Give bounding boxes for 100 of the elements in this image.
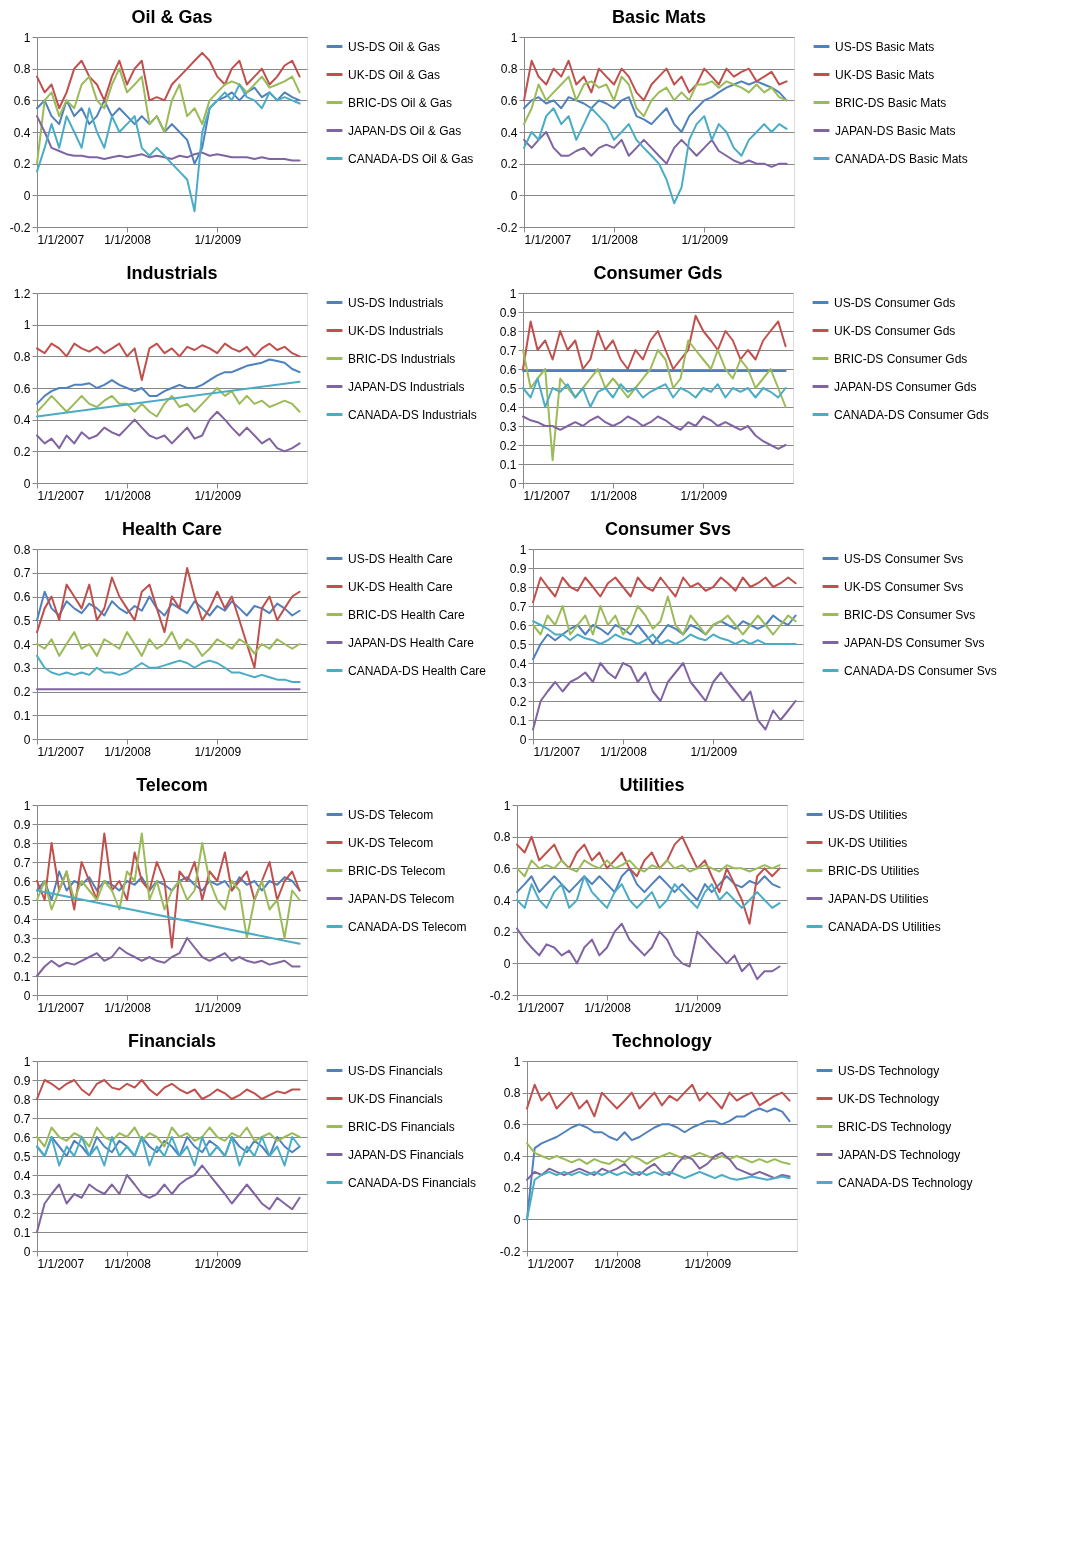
y-tick-label: 0.3 — [13, 1187, 31, 1202]
line-series — [36, 1079, 301, 1100]
y-tick-label: 0.9 — [499, 305, 517, 320]
line-series — [526, 1142, 791, 1165]
legend-label: CANADA-DS Oil & Gas — [348, 151, 474, 166]
chart-title: Technology — [612, 1031, 712, 1051]
chart-title: Telecom — [136, 775, 208, 795]
y-tick-label: 1 — [503, 798, 511, 813]
y-tick-label: 0.7 — [499, 343, 517, 358]
y-tick-label: 0.1 — [13, 708, 31, 723]
chart-title: Oil & Gas — [131, 7, 213, 27]
x-tick-label: 1/1/2008 — [584, 1000, 632, 1015]
y-tick-label: 0 — [23, 988, 31, 1003]
y-tick-label: 0.1 — [13, 1225, 31, 1240]
line-series — [36, 86, 301, 165]
legend-label: BRIC-DS Consumer Gds — [834, 351, 968, 366]
y-tick-label: 0.1 — [509, 713, 527, 728]
x-tick-label: 1/1/2009 — [684, 1256, 732, 1271]
x-tick-label: 1/1/2009 — [680, 488, 728, 503]
legend-label: CANADA-DS Industrials — [348, 407, 477, 422]
y-tick-label: 0.2 — [13, 950, 31, 965]
y-tick-label: 0.9 — [13, 817, 31, 832]
y-tick-label: 0.2 — [13, 444, 31, 459]
legend-label: JAPAN-DS Financials — [348, 1147, 464, 1162]
y-tick-label: 0.4 — [509, 656, 527, 671]
line-series — [36, 387, 301, 418]
y-tick-label: -0.2 — [9, 220, 31, 235]
legend-label: US-DS Oil & Gas — [348, 39, 441, 54]
chart-title: Consumer Gds — [593, 263, 723, 283]
y-tick-label: 1 — [509, 286, 517, 301]
line-series — [36, 1126, 301, 1148]
legend-label: US-DS Industrials — [348, 295, 444, 310]
y-tick-label: 0.2 — [13, 157, 31, 172]
chart-title: Industrials — [126, 263, 218, 283]
legend-label: BRIC-DS Utilities — [828, 863, 920, 878]
legend-label: US-DS Telecom — [348, 807, 434, 822]
y-tick-label: 1.2 — [13, 286, 31, 301]
x-tick-label: 1/1/2009 — [674, 1000, 722, 1015]
y-tick-label: 0.2 — [13, 685, 31, 699]
y-tick-label: 0 — [23, 476, 31, 491]
x-tick-label: 1/1/2008 — [104, 488, 152, 503]
legend-label: UK-DS Basic Mats — [835, 67, 935, 82]
legend-label: UK-DS Telecom — [348, 835, 434, 850]
y-tick-label: 0.6 — [503, 1117, 521, 1132]
legend-label: JAPAN-DS Telecom — [348, 891, 455, 906]
y-tick-label: 1 — [23, 798, 31, 813]
legend-label: UK-DS Utilities — [828, 835, 908, 850]
y-tick-label: 1 — [23, 30, 31, 45]
y-tick-label: 1 — [510, 30, 518, 45]
line-series — [523, 59, 788, 102]
y-tick-label: 0.8 — [499, 324, 517, 339]
line-series — [36, 937, 301, 977]
x-tick-label: 1/1/2007 — [37, 744, 85, 759]
y-tick-label: 0.4 — [13, 125, 31, 140]
y-tick-label: 0 — [23, 188, 31, 203]
y-tick-label: 0.8 — [493, 830, 511, 845]
x-tick-label: 1/1/2008 — [104, 1256, 152, 1271]
x-tick-label: 1/1/2007 — [37, 232, 85, 247]
chart-title: Basic Mats — [611, 7, 707, 27]
legend-label: UK-DS Health Care — [348, 579, 454, 594]
line-series — [526, 1083, 791, 1118]
y-tick-label: 0.8 — [13, 836, 31, 851]
y-tick-label: 0.2 — [503, 1181, 521, 1196]
x-tick-label: 1/1/2008 — [594, 1256, 642, 1271]
line-series — [532, 620, 797, 645]
line-series — [522, 377, 787, 408]
line-series — [516, 875, 781, 909]
legend-label: UK-DS Financials — [348, 1091, 443, 1106]
y-tick-label: 0 — [519, 732, 527, 747]
y-tick-label: 0.5 — [13, 893, 31, 908]
legend-label: CANADA-DS Utilities — [828, 919, 941, 934]
legend-label: US-DS Basic Mats — [835, 39, 935, 54]
y-tick-label: 0.8 — [13, 542, 31, 557]
y-tick-label: 0 — [513, 1212, 521, 1227]
y-tick-label: 0.6 — [493, 861, 511, 876]
y-tick-label: 1 — [513, 1054, 521, 1069]
legend-label: UK-DS Oil & Gas — [348, 67, 441, 82]
line-series — [36, 358, 301, 405]
x-tick-label: 1/1/2009 — [690, 744, 738, 759]
line-series — [523, 80, 788, 133]
y-tick-label: 0.6 — [499, 362, 517, 377]
legend-label: JAPAN-DS Technology — [838, 1147, 961, 1162]
x-tick-label: 1/1/2009 — [194, 1000, 242, 1015]
legend-label: JAPAN-DS Basic Mats — [835, 123, 956, 138]
legend-label: CANADA-DS Health Care — [348, 663, 487, 678]
y-tick-label: 0.4 — [500, 125, 518, 140]
legend-label: UK-DS Industrials — [348, 323, 444, 338]
y-tick-label: 0.4 — [503, 1149, 521, 1164]
legend-label: UK-DS Consumer Svs — [844, 579, 964, 594]
y-tick-label: -0.2 — [496, 220, 518, 235]
y-tick-label: 0.4 — [499, 400, 517, 415]
line-series — [532, 576, 797, 604]
chart-title: Health Care — [121, 519, 223, 539]
x-tick-label: 1/1/2009 — [681, 232, 729, 247]
line-series — [36, 870, 301, 901]
line-series — [523, 75, 788, 126]
x-tick-label: 1/1/2007 — [517, 1000, 565, 1015]
y-tick-label: 0.5 — [499, 381, 517, 396]
x-tick-label: 1/1/2008 — [104, 744, 152, 759]
x-tick-label: 1/1/2007 — [37, 1000, 85, 1015]
